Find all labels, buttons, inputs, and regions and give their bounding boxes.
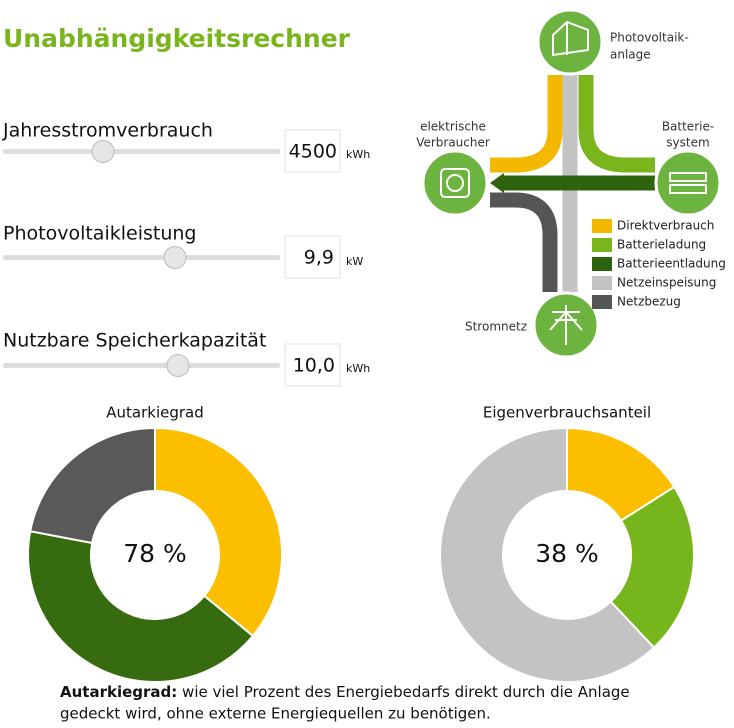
legend-label: Batterieentladung — [617, 257, 726, 271]
pv-icon — [536, 8, 604, 76]
node-label: Verbraucher — [416, 136, 490, 150]
slider-thumb[interactable] — [91, 140, 115, 163]
flow-diagram — [490, 75, 655, 292]
flow-grid — [490, 192, 558, 292]
footnote: Autarkiegrad: wie viel Prozent des Energ… — [60, 683, 630, 701]
node-label: anlage — [610, 48, 651, 62]
donut-segment — [439, 426, 656, 683]
legend-swatch — [592, 295, 612, 309]
footnote-text: gedeckt wird, ohne externe Energiequelle… — [60, 705, 491, 723]
legend-swatch — [592, 257, 612, 271]
legend: Direktverbrauch Batterieladung Batterieent… — [592, 219, 726, 309]
chart-title: Autarkiegrad — [106, 404, 204, 422]
donut-segment — [27, 530, 255, 683]
footnote-text: wie viel Prozent des Energiebedarfs dire… — [182, 683, 630, 701]
unit: kWh — [346, 148, 370, 161]
legend-swatch — [592, 276, 612, 290]
input-row: Nutzbare Speicherkapazität 10,0 kWh — [3, 330, 370, 387]
node-label: elektrische — [420, 120, 486, 134]
value-box[interactable] — [284, 129, 341, 173]
input-label: Photovoltaikleistung — [3, 223, 196, 245]
legend-label: Netzbezug — [617, 295, 681, 309]
slider-track[interactable] — [3, 363, 280, 368]
unit: kW — [346, 255, 363, 268]
slider-thumb[interactable] — [166, 354, 190, 377]
input-row: Jahresstromverbrauch 4500 kWh — [2, 120, 370, 173]
node-label: Photovoltaik- — [610, 31, 689, 45]
center-label: 38 % — [535, 539, 599, 568]
consumer-icon — [421, 149, 489, 217]
legend-label: Batterieladung — [617, 238, 706, 252]
flow-direct — [490, 75, 563, 173]
legend-label: Netzeinspeisung — [617, 276, 716, 290]
footnote-term: Autarkiegrad: — [60, 683, 177, 701]
input-label: Nutzbare Speicherkapazität — [3, 330, 266, 352]
icon-glyphs — [440, 20, 707, 345]
arrow — [490, 173, 504, 193]
node-label: Stromnetz — [465, 320, 527, 334]
donut-segment — [609, 485, 695, 649]
unit: kWh — [346, 362, 370, 375]
battery-icon — [654, 149, 722, 217]
value-box[interactable] — [284, 235, 341, 279]
page-title: Unabhängigkeitsrechner — [3, 24, 351, 53]
donut-segment — [154, 426, 283, 638]
center-label: 78 % — [123, 539, 187, 568]
node-label: Batterie- — [662, 120, 714, 134]
legend-label: Direktverbrauch — [617, 219, 714, 233]
legend-swatch — [592, 219, 612, 233]
chart-title: Eigenverbrauchsanteil — [483, 404, 651, 422]
slider-track[interactable] — [3, 149, 280, 154]
legend-swatch — [592, 238, 612, 252]
donut-segment — [29, 426, 156, 545]
node-label: system — [666, 136, 709, 150]
input-row: Photovoltaikleistung 9,9 kW — [3, 223, 363, 279]
slider-thumb[interactable] — [163, 246, 187, 269]
flow-charge — [578, 75, 655, 173]
input-value[interactable]: 4500 — [289, 141, 337, 163]
value-box[interactable] — [284, 343, 341, 387]
input-label: Jahresstromverbrauch — [2, 120, 213, 142]
input-value[interactable]: 10,0 — [293, 355, 335, 377]
input-value[interactable]: 9,9 — [304, 247, 334, 269]
nodes — [421, 8, 722, 359]
slider-track[interactable] — [3, 255, 280, 260]
